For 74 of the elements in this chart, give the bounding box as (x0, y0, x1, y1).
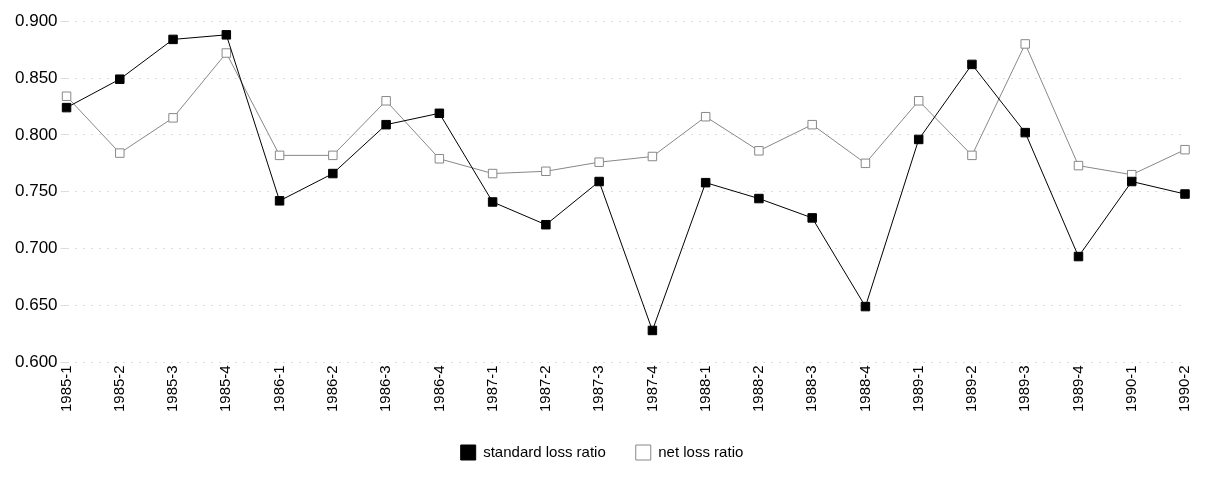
x-tick-label: 1985-3 (163, 365, 181, 413)
legend-label: standard loss ratio (483, 442, 606, 460)
point (115, 148, 125, 158)
x-tick-label: 1986-2 (322, 365, 340, 413)
point (274, 196, 285, 206)
point (168, 34, 178, 45)
point (647, 151, 658, 162)
x-tick-label: 1989-4 (1068, 365, 1086, 413)
x-tick-label: 1985-4 (216, 365, 234, 413)
x-tick-label: 1987-3 (589, 365, 607, 413)
point (700, 111, 711, 122)
point (274, 150, 285, 161)
x-tick-label: 1986-3 (376, 365, 394, 413)
x-tick-label: 1988-1 (695, 365, 713, 413)
y-tick-label: 0.800 (14, 124, 58, 144)
point (168, 113, 178, 123)
y-tick-label: 0.900 (14, 10, 58, 30)
y-tick-label: 0.600 (14, 351, 58, 371)
point (115, 74, 125, 84)
point (700, 177, 711, 188)
point (860, 301, 871, 312)
point (1020, 39, 1030, 49)
x-tick-label: 1988-2 (749, 365, 767, 413)
y-tick-label: 0.650 (14, 295, 58, 315)
point (487, 197, 498, 207)
point (647, 325, 658, 336)
point (328, 150, 338, 161)
point (541, 219, 551, 230)
point (1020, 127, 1030, 138)
point (807, 119, 817, 130)
point (61, 102, 72, 113)
point (913, 134, 924, 145)
point (221, 48, 232, 58)
x-tick-label: 1987-2 (536, 365, 554, 413)
point (1127, 176, 1137, 187)
x-tick-label: 1985-2 (109, 365, 127, 413)
point (541, 166, 551, 177)
x-tick-label: 1990-2 (1175, 365, 1193, 413)
point (381, 119, 391, 130)
point (1180, 189, 1190, 199)
x-tick-label: 1987-1 (482, 365, 500, 413)
point (807, 213, 817, 223)
y-tick-label: 0.700 (14, 238, 58, 258)
y-tick-label: 0.850 (14, 67, 58, 87)
legend-label: net loss ratio (658, 442, 744, 460)
x-tick-label: 1990-1 (1121, 365, 1139, 413)
point (434, 108, 445, 119)
point (594, 176, 604, 187)
x-tick-label: 1989-1 (908, 365, 926, 413)
point (754, 193, 764, 204)
x-tick-label: 1989-3 (1015, 365, 1033, 413)
x-tick-label: 1986-4 (429, 365, 447, 413)
point (913, 96, 924, 106)
x-tick-label: 1989-2 (962, 365, 980, 413)
point (594, 157, 604, 167)
point (221, 30, 232, 40)
point (967, 150, 977, 161)
point (1180, 144, 1190, 155)
point (860, 158, 871, 169)
point (61, 91, 72, 101)
point (967, 59, 977, 70)
point (434, 154, 445, 164)
point (1073, 251, 1084, 262)
y-tick-label: 0.750 (14, 181, 58, 201)
point (487, 168, 498, 179)
point (328, 168, 338, 179)
x-tick-label: 1987-4 (642, 365, 660, 413)
point (1073, 160, 1084, 171)
x-tick-label: 1988-3 (802, 365, 820, 413)
x-tick-label: 1986-1 (269, 365, 287, 413)
point (381, 96, 391, 106)
point (754, 146, 764, 156)
x-tick-label: 1985-1 (56, 365, 74, 413)
x-tick-label: 1988-4 (855, 365, 873, 413)
